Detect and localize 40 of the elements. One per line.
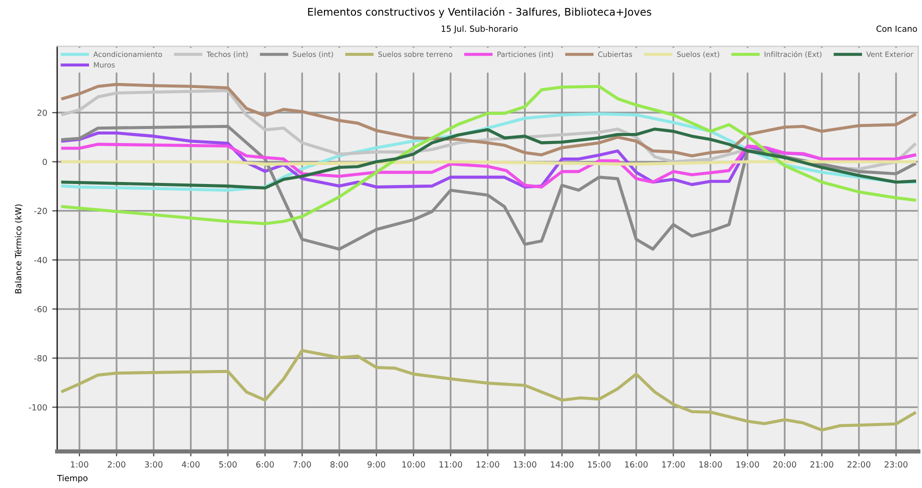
y-tick-label: -40 (34, 256, 47, 264)
x-tick-label: 14:00 (550, 461, 574, 468)
x-tick-label: 22:00 (848, 461, 870, 468)
x-tick-label: 4:00 (182, 461, 200, 468)
x-tick-label: 6:00 (256, 461, 274, 468)
x-tick-label: 15:00 (588, 461, 611, 468)
y-tick-label: -100 (28, 404, 47, 410)
x-tick-label: 1:00 (70, 461, 88, 468)
x-tick-label: 3:00 (144, 461, 162, 468)
x-tick-label: 11:00 (440, 461, 462, 468)
x-tick-label: 20:00 (773, 461, 796, 468)
line-series (61, 82, 916, 158)
x-tick-label: 9:00 (368, 461, 386, 468)
x-tick-label: 8:00 (330, 461, 348, 468)
x-tick-label: 5:00 (219, 461, 237, 468)
y-axis-title: Balance Térmico (kW) (14, 204, 22, 294)
x-tick-label: 18:00 (699, 461, 722, 468)
y-tick-label: -20 (34, 208, 47, 214)
chart-title: Elementos constructivos y Ventilación - 3alfures, Biblioteca+Joves (308, 7, 652, 18)
text: Con Icano (876, 26, 917, 32)
x-tick-label: 7:00 (293, 461, 311, 468)
x-tick-label: 17:00 (662, 461, 685, 468)
y-tick-label: -80 (34, 355, 47, 362)
x-tick-label: 16:00 (625, 461, 648, 468)
y-tick-label: -60 (34, 306, 47, 312)
y-tick-label: 0 (42, 158, 47, 166)
line-series (61, 84, 916, 226)
x-tick-label: 23:00 (884, 461, 908, 468)
x-tick-label: 19:00 (736, 461, 760, 468)
line-series (61, 348, 916, 432)
x-axis-title: Tiempo (57, 474, 88, 483)
x-tick-label: 13:00 (514, 461, 536, 468)
x-tick-label: 2:00 (108, 461, 126, 468)
x-tick-label: 21:00 (810, 461, 834, 468)
x-tick-label: 12:00 (476, 461, 500, 468)
line-series (61, 142, 916, 189)
x-tick-label: 10:00 (402, 461, 425, 468)
chart-subtitle: 15 Jul. Sub-horario (442, 25, 518, 34)
y-tick-label: 20 (37, 110, 47, 116)
line-series (61, 124, 916, 251)
